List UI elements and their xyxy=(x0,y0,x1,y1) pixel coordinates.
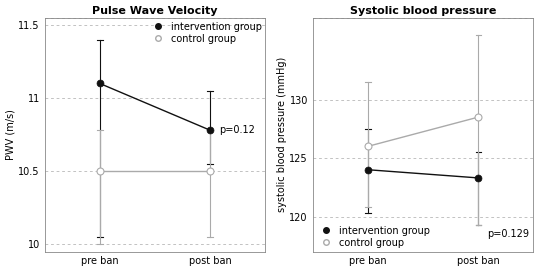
Text: p=0.12: p=0.12 xyxy=(219,125,255,135)
Legend: intervention group, control group: intervention group, control group xyxy=(147,21,262,45)
Title: Systolic blood pressure: Systolic blood pressure xyxy=(350,5,496,16)
Title: Pulse Wave Velocity: Pulse Wave Velocity xyxy=(93,5,218,16)
Text: p=0.129: p=0.129 xyxy=(487,229,529,239)
Legend: intervention group, control group: intervention group, control group xyxy=(316,225,431,249)
Y-axis label: systolic blood pressure (mmHg): systolic blood pressure (mmHg) xyxy=(276,57,287,212)
Y-axis label: PWV (m/s): PWV (m/s) xyxy=(5,109,16,160)
